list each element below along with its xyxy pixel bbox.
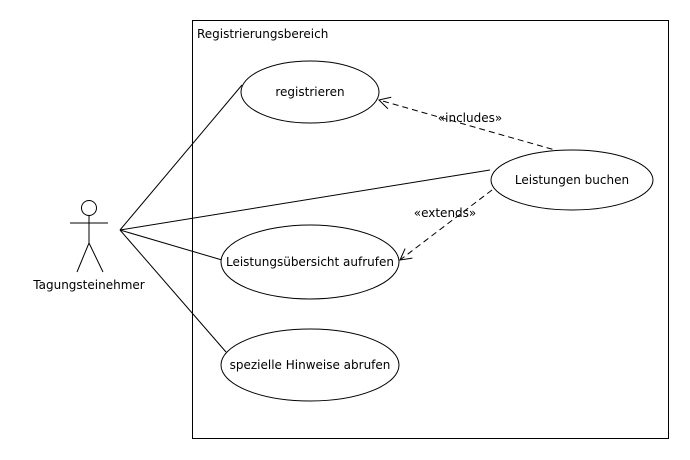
use-case-registrieren[interactable]: registrieren [240,60,380,124]
use-case-shape [220,328,400,402]
use-case-shape [490,149,654,211]
use-case-label: registrieren [275,85,344,99]
use-case-spezielle-hinweise-abrufen[interactable]: spezielle Hinweise abrufen [220,328,400,402]
relationships: «includes» «extends» [377,96,563,261]
association-spezielle-hinweise-abrufen [119,229,227,353]
actor-tagungsteinehmer[interactable]: Tagungsteinehmer [32,200,145,293]
actor-right-leg [88,242,104,273]
use-case-label: Leistungsübersicht aufrufen [226,255,394,269]
use-case-shape [220,224,400,300]
actor-head [81,200,97,216]
include-label: «includes» [438,111,502,125]
association-leistungsuebersicht-aufrufen [119,229,223,261]
use-case-leistungsuebersicht-aufrufen[interactable]: Leistungsübersicht aufrufen [220,224,400,300]
association-registrieren [119,84,243,231]
use-case-label: spezielle Hinweise abrufen [230,358,391,372]
use-case-leistungen-buchen[interactable]: Leistungen buchen [490,149,654,211]
association-leistungen-buchen [119,169,491,231]
use-case-shape [240,60,380,124]
include-arrow [377,96,563,153]
extend-label: «extends» [414,206,477,220]
system-boundary-label: Registrierungsbereich [197,27,328,41]
associations [119,84,491,353]
use-case-label: Leistungen buchen [515,173,629,187]
actor-name: Tagungsteinehmer [32,278,144,292]
actor-left-leg [76,242,90,273]
